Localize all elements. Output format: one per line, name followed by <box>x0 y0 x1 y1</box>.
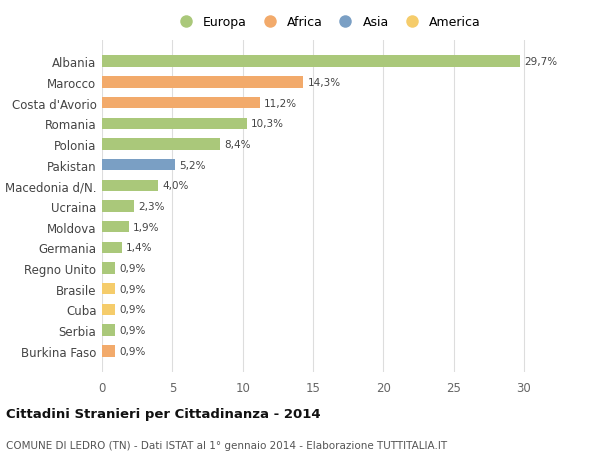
Text: 0,9%: 0,9% <box>119 325 145 336</box>
Bar <box>102 304 115 315</box>
Text: Cittadini Stranieri per Cittadinanza - 2014: Cittadini Stranieri per Cittadinanza - 2… <box>6 407 320 420</box>
Text: COMUNE DI LEDRO (TN) - Dati ISTAT al 1° gennaio 2014 - Elaborazione TUTTITALIA.I: COMUNE DI LEDRO (TN) - Dati ISTAT al 1° … <box>6 440 447 450</box>
Text: 11,2%: 11,2% <box>264 98 297 108</box>
Bar <box>102 160 175 171</box>
Text: 1,4%: 1,4% <box>126 243 152 253</box>
Bar <box>102 346 115 357</box>
Text: 1,9%: 1,9% <box>133 222 160 232</box>
Text: 10,3%: 10,3% <box>251 119 284 129</box>
Text: 2,3%: 2,3% <box>139 202 165 212</box>
Legend: Europa, Africa, Asia, America: Europa, Africa, Asia, America <box>168 11 486 34</box>
Bar <box>102 98 260 109</box>
Bar <box>102 118 247 129</box>
Bar <box>102 242 122 253</box>
Bar <box>102 201 134 212</box>
Text: 5,2%: 5,2% <box>179 160 206 170</box>
Text: 14,3%: 14,3% <box>307 78 340 88</box>
Bar <box>102 263 115 274</box>
Bar <box>102 139 220 150</box>
Text: 29,7%: 29,7% <box>524 57 557 67</box>
Bar <box>102 325 115 336</box>
Text: 0,9%: 0,9% <box>119 284 145 294</box>
Bar <box>102 284 115 295</box>
Bar <box>102 222 129 233</box>
Bar <box>102 56 520 67</box>
Bar <box>102 77 303 88</box>
Text: 0,9%: 0,9% <box>119 263 145 274</box>
Text: 0,9%: 0,9% <box>119 305 145 315</box>
Text: 8,4%: 8,4% <box>224 140 251 150</box>
Text: 4,0%: 4,0% <box>163 181 189 191</box>
Bar <box>102 180 158 191</box>
Text: 0,9%: 0,9% <box>119 346 145 356</box>
